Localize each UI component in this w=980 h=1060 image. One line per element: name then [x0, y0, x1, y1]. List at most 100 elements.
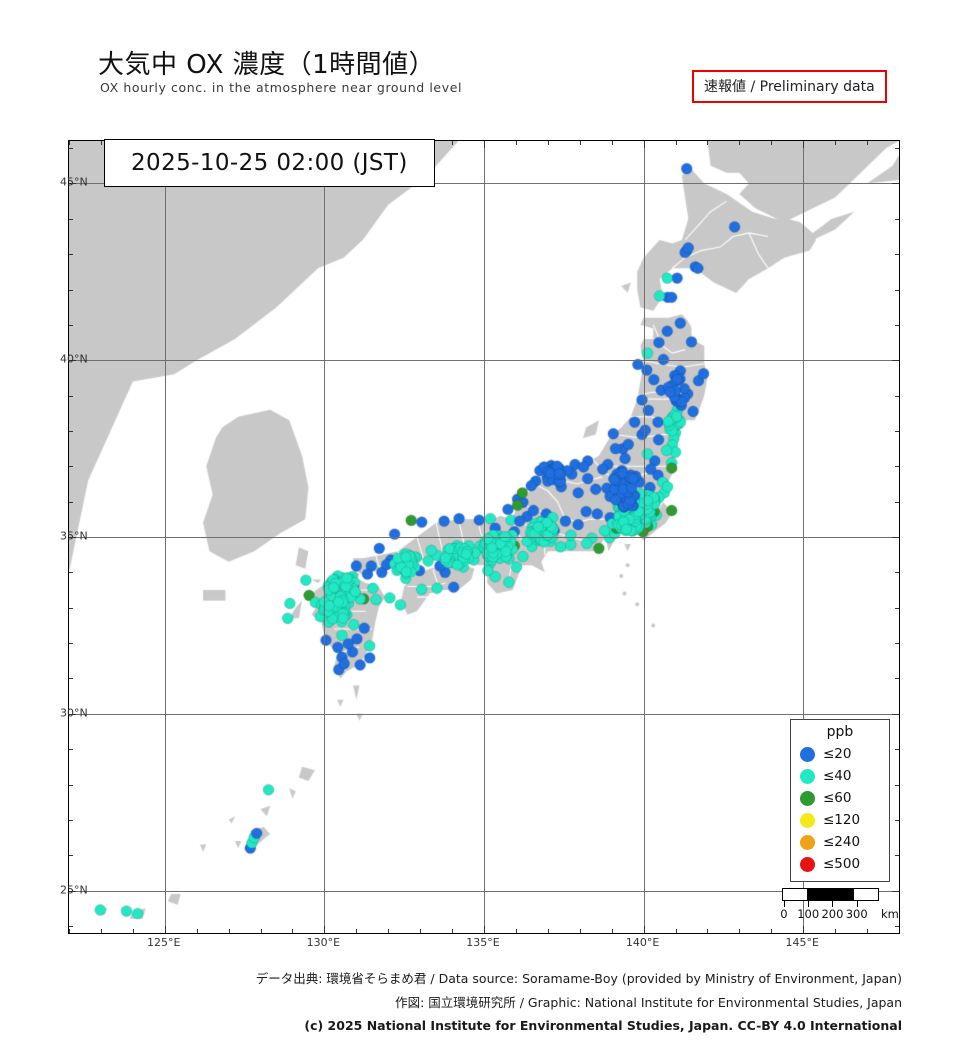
- y-axis-tick: [69, 218, 73, 220]
- legend-title: ppb: [826, 724, 854, 740]
- y-axis-tick: [892, 890, 899, 892]
- y-axis-tick: [895, 395, 899, 397]
- x-axis-tick: [739, 929, 741, 933]
- x-axis-tick: [579, 929, 581, 933]
- y-axis-tick: [69, 678, 73, 680]
- map-plot-area: [68, 140, 900, 934]
- y-axis-tick: [892, 360, 899, 362]
- y-axis-tick: [895, 218, 899, 220]
- footer-copyright: (c) 2025 National Institute for Environm…: [304, 1018, 902, 1033]
- x-axis-label: 140°E: [625, 936, 660, 949]
- x-axis-tick: [132, 929, 134, 933]
- y-axis-label: 35°N: [60, 529, 88, 543]
- scale-bar-segment: [854, 889, 878, 900]
- x-axis-label: 130°E: [306, 936, 341, 949]
- y-axis-tick: [895, 749, 899, 751]
- y-axis-tick: [69, 360, 76, 362]
- x-axis-tick: [707, 141, 709, 145]
- scale-bar-label: 300: [845, 907, 868, 921]
- x-axis-label: 145°E: [785, 936, 819, 949]
- legend-item-label: ≤500: [823, 856, 861, 872]
- scale-bar-label: 0: [780, 907, 788, 921]
- legend-item-label: ≤60: [823, 790, 852, 806]
- y-axis-tick: [895, 289, 899, 291]
- y-axis-tick: [895, 572, 899, 574]
- x-axis-tick: [899, 929, 900, 933]
- scale-bar-tick: [808, 901, 810, 907]
- y-axis-tick: [895, 324, 899, 326]
- x-axis-tick: [643, 926, 645, 933]
- x-axis-tick: [260, 929, 262, 933]
- x-axis-tick: [100, 141, 102, 145]
- y-axis-tick: [69, 501, 73, 503]
- legend-color-swatch-icon: [800, 790, 815, 806]
- y-axis-tick: [69, 855, 73, 857]
- graticule-parallel: [69, 183, 899, 185]
- x-axis-tick: [452, 929, 454, 933]
- legend-rows: ≤20 ≤40 ≤60 ≤120 ≤240 ≤500: [797, 743, 883, 875]
- scale-bar-tick: [783, 901, 785, 907]
- y-axis-tick: [69, 643, 73, 645]
- page-title: 大気中 OX 濃度（1時間値）: [98, 50, 436, 80]
- x-axis-tick: [452, 141, 454, 145]
- y-axis-tick: [69, 254, 73, 256]
- y-axis-tick: [895, 784, 899, 786]
- y-axis-tick: [69, 572, 73, 574]
- y-axis-tick: [69, 537, 76, 538]
- y-axis-tick: [895, 148, 899, 150]
- y-axis-tick: [69, 430, 73, 432]
- y-axis-tick: [895, 607, 899, 609]
- scale-bar-segment: [783, 889, 807, 900]
- x-axis-tick: [835, 141, 837, 145]
- scale-bar-unit: km: [881, 907, 899, 921]
- y-axis-tick: [895, 254, 899, 256]
- y-axis-tick: [892, 537, 899, 538]
- footer-graphic-credit: 作図: 国立環境研究所 / Graphic: National Institut…: [395, 995, 902, 1010]
- y-axis-tick: [895, 925, 899, 927]
- legend-item-label: ≤40: [823, 768, 852, 784]
- footer-data-source: データ出典: 環境省そらまめ君 / Data source: Soramame-…: [255, 971, 902, 986]
- legend-item: ≤240: [797, 831, 883, 853]
- legend-item: ≤20: [797, 743, 883, 765]
- x-axis-tick: [515, 929, 517, 933]
- y-axis-tick: [69, 819, 73, 821]
- y-axis-tick: [69, 607, 73, 609]
- x-axis-tick: [739, 141, 741, 145]
- y-axis-tick: [69, 466, 73, 468]
- x-axis-tick: [484, 926, 485, 933]
- scale-bar-labels: 0 100 200 300 km: [780, 907, 912, 921]
- page-subtitle: OX hourly conc. in the atmosphere near g…: [100, 80, 463, 95]
- x-axis-tick: [611, 141, 613, 145]
- x-axis-tick: [69, 141, 70, 145]
- x-axis-tick: [771, 141, 773, 145]
- legend-item: ≤500: [797, 853, 883, 875]
- y-axis-tick: [69, 395, 73, 397]
- scale-bar-label: 100: [797, 907, 820, 921]
- timestamp-box: 2025-10-25 02:00 (JST): [104, 139, 435, 187]
- y-axis-label: 45°N: [60, 175, 88, 189]
- x-axis-tick: [547, 929, 549, 933]
- x-axis-tick: [388, 929, 390, 933]
- x-axis-tick: [579, 141, 581, 145]
- scale-bar-tick: [832, 901, 834, 907]
- x-axis-tick: [867, 141, 869, 145]
- x-axis-tick: [707, 929, 709, 933]
- legend-item-label: ≤20: [823, 746, 852, 762]
- y-axis-tick: [69, 749, 73, 751]
- legend: ppb ≤20 ≤40 ≤60 ≤120 ≤240 ≤500: [790, 719, 890, 882]
- legend-color-swatch-icon: [800, 856, 815, 872]
- x-axis-tick: [100, 929, 102, 933]
- y-axis-tick: [895, 430, 899, 432]
- y-axis-tick: [69, 324, 73, 326]
- x-axis-tick: [228, 929, 230, 933]
- y-axis-tick: [69, 713, 76, 715]
- x-axis-tick: [803, 926, 805, 933]
- legend-color-swatch-icon: [800, 812, 815, 828]
- x-axis-tick: [803, 141, 805, 148]
- scale-bar-ticks: [782, 901, 879, 907]
- y-axis-tick: [895, 501, 899, 503]
- y-axis-tick: [69, 148, 73, 150]
- scale-bar-segments: [782, 888, 879, 901]
- y-axis-tick: [892, 183, 899, 185]
- x-axis-tick: [324, 926, 326, 933]
